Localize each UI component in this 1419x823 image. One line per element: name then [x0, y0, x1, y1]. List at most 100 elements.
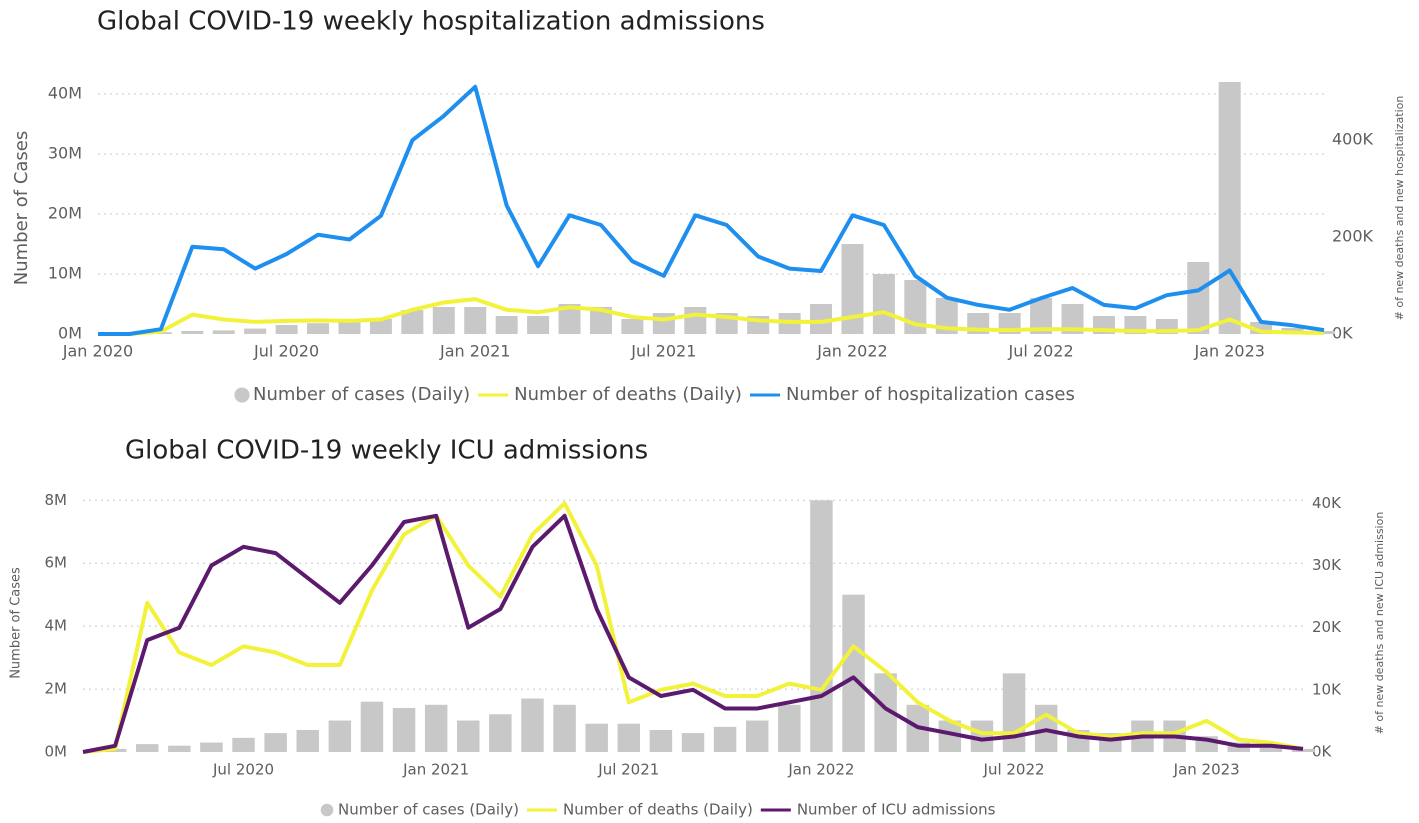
bar: [401, 310, 424, 334]
legend-label: Number of cases (Daily): [253, 384, 470, 405]
bar: [841, 244, 864, 334]
y-tick-label: 0M: [45, 743, 68, 761]
y-tick-label: 20M: [48, 204, 82, 223]
bar: [181, 331, 204, 334]
y2-tick-label: 20K: [1312, 618, 1342, 636]
bar: [810, 500, 833, 752]
bar: [168, 745, 191, 752]
bar: [970, 720, 994, 752]
bar: [527, 316, 550, 334]
y-tick-label: 30M: [48, 144, 82, 163]
bar: [392, 707, 416, 752]
x-tick-label: Jan 2021: [402, 761, 469, 779]
bar: [135, 744, 159, 752]
legend-label: Number of ICU admissions: [797, 801, 996, 819]
bar: [1218, 82, 1241, 334]
y2-axis-title: # of new deaths and new hospitalization: [1393, 96, 1406, 321]
bar: [1061, 304, 1084, 334]
bar: [938, 720, 962, 752]
bar: [585, 723, 608, 752]
bar: [745, 720, 769, 752]
legend-swatch: [320, 803, 334, 817]
legend-label: Number of cases (Daily): [338, 801, 519, 819]
bar: [521, 698, 544, 752]
bar: [1187, 262, 1210, 334]
y2-tick-label: 10K: [1312, 680, 1342, 698]
bar: [842, 594, 865, 752]
bar: [369, 319, 392, 334]
bar: [424, 704, 448, 752]
legend-item: Number of deaths (Daily): [478, 384, 742, 405]
y-tick-label: 6M: [45, 554, 68, 572]
bar: [264, 733, 287, 752]
legend-item: Number of ICU admissions: [760, 801, 996, 819]
bar: [810, 304, 833, 334]
bar: [1002, 673, 1026, 752]
y-tick-label: 8M: [45, 491, 68, 509]
y2-tick-label: 40K: [1312, 494, 1342, 512]
y-axis-title: Number of Cases: [11, 131, 32, 286]
line: [98, 297, 1325, 336]
line: [98, 84, 1325, 336]
bar: [328, 720, 352, 752]
x-tick-label: Jan 2022: [816, 342, 887, 361]
y-tick-label: 0M: [58, 324, 82, 343]
y-axis-title: Number of Cases: [9, 567, 24, 679]
legend-item: Number of hospitalization cases: [749, 384, 1075, 405]
x-tick-label: Jul 2022: [1008, 342, 1074, 361]
bar: [874, 673, 897, 752]
bar: [553, 704, 576, 752]
bar: [652, 313, 675, 334]
y2-tick-label: 0K: [1312, 743, 1333, 761]
x-tick-label: Jan 2022: [787, 761, 854, 779]
bar: [232, 737, 255, 752]
x-tick-label: Jul 2020: [212, 761, 274, 779]
bar: [212, 330, 235, 334]
y2-tick-label: 30K: [1312, 556, 1342, 574]
bar: [872, 274, 895, 334]
bar: [1030, 298, 1053, 334]
x-tick-label: Jul 2021: [597, 761, 659, 779]
bar: [681, 733, 705, 752]
legend-label: Number of deaths (Daily): [514, 384, 742, 405]
bar: [489, 714, 512, 752]
bar: [464, 307, 487, 334]
bar: [1259, 745, 1283, 752]
bar: [1291, 748, 1315, 752]
bar: [200, 742, 223, 752]
x-tick-label: Jul 2021: [630, 342, 696, 361]
y2-axis-title: # of new deaths and new ICU admission: [1373, 512, 1386, 735]
legend-label: Number of deaths (Daily): [563, 801, 753, 819]
bar: [495, 316, 518, 334]
line: [82, 501, 1304, 754]
bar: [360, 701, 384, 752]
bar: [684, 307, 707, 334]
y2-tick-label: 400K: [1332, 130, 1374, 149]
bar: [589, 307, 612, 334]
y2-tick-label: 0K: [1332, 324, 1353, 343]
line: [82, 513, 1304, 754]
y-tick-label: 10M: [48, 264, 82, 283]
x-tick-label: Jan 2021: [439, 342, 510, 361]
x-tick-label: Jul 2020: [253, 342, 319, 361]
bar: [307, 323, 330, 334]
y2-tick-label: 200K: [1332, 227, 1374, 246]
x-tick-label: Jul 2022: [983, 761, 1045, 779]
legend-item: Number of cases (Daily): [320, 801, 519, 819]
y-tick-label: 40M: [48, 84, 82, 103]
bar: [558, 304, 581, 334]
bar: [244, 328, 267, 334]
bar: [275, 325, 298, 334]
y-tick-label: 2M: [45, 680, 68, 698]
bar: [713, 726, 737, 752]
bar: [296, 729, 319, 752]
x-tick-label: Jan 2023: [1173, 761, 1240, 779]
y-tick-label: 4M: [45, 617, 68, 635]
x-tick-label: Jan 2020: [62, 342, 133, 361]
legend-swatch: [234, 387, 250, 403]
chart-title: Global COVID-19 weekly hospitalization a…: [97, 7, 765, 37]
legend-item: Number of cases (Daily): [234, 384, 470, 405]
x-tick-label: Jan 2023: [1193, 342, 1264, 361]
